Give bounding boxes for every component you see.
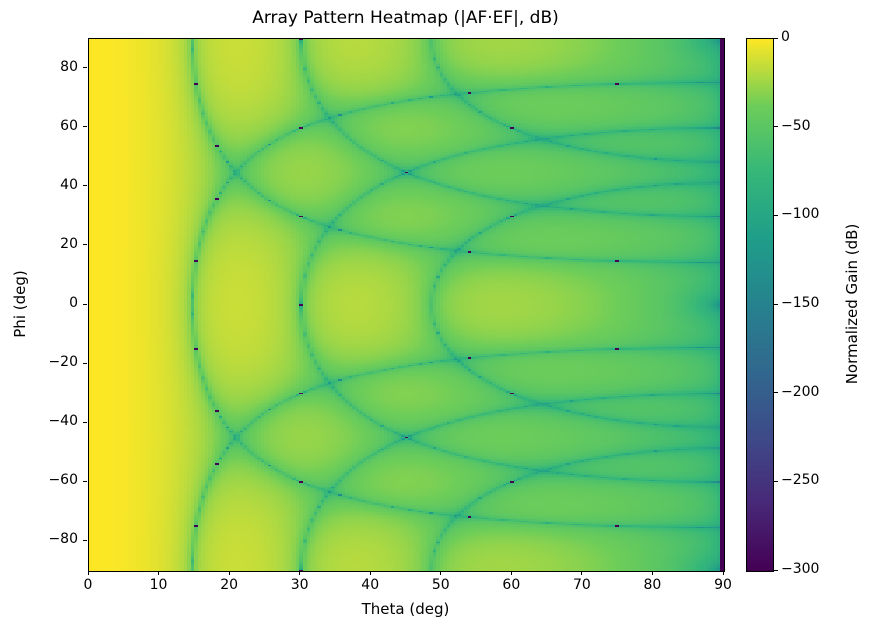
x-tick-label: 40 — [361, 577, 380, 593]
y-tick-mark — [83, 539, 87, 541]
y-tick-mark — [83, 67, 87, 69]
y-tick-label: −80 — [48, 531, 78, 548]
colorbar-tick-mark — [774, 126, 778, 128]
colorbar-tick-label: −150 — [781, 295, 820, 311]
y-tick-label: −40 — [48, 413, 78, 430]
x-tick-mark — [228, 571, 230, 575]
colorbar-tick-mark — [774, 480, 778, 482]
colorbar-tick-label: 0 — [781, 29, 790, 45]
x-tick-label: 80 — [643, 577, 662, 593]
y-tick-label: 60 — [60, 117, 78, 134]
colorbar-tick-label: −50 — [781, 117, 811, 134]
x-tick-label: 0 — [83, 577, 93, 593]
y-tick-label: 0 — [69, 295, 78, 311]
y-tick-mark — [83, 126, 87, 128]
x-tick-label: 30 — [290, 577, 309, 593]
x-tick-mark — [581, 571, 583, 575]
y-tick-label: −60 — [48, 472, 78, 489]
colorbar-tick-label: −250 — [781, 472, 820, 489]
colorbar-canvas — [747, 39, 773, 571]
x-axis-label: Theta (deg) — [361, 600, 450, 618]
x-tick-mark — [440, 571, 442, 575]
y-tick-mark — [83, 362, 87, 364]
x-tick-label: 70 — [572, 577, 591, 593]
x-tick-mark — [299, 571, 301, 575]
colorbar-tick-mark — [774, 214, 778, 216]
colorbar-tick-mark — [774, 303, 778, 305]
y-axis-label: Phi (deg) — [11, 270, 29, 338]
colorbar — [746, 38, 774, 572]
x-tick-mark — [651, 571, 653, 575]
x-tick-label: 10 — [149, 577, 168, 593]
x-tick-label: 20 — [220, 577, 239, 593]
x-tick-label: 90 — [714, 577, 732, 593]
y-tick-label: −20 — [48, 354, 78, 371]
x-tick-label: 50 — [431, 577, 450, 593]
y-tick-label: 80 — [60, 58, 78, 75]
colorbar-tick-label: −300 — [781, 561, 820, 577]
colorbar-tick-label: −200 — [781, 383, 820, 400]
x-tick-mark — [158, 571, 160, 575]
colorbar-tick-label: −100 — [781, 206, 820, 223]
heatmap-canvas — [89, 39, 724, 571]
colorbar-tick-mark — [774, 37, 778, 39]
y-tick-mark — [83, 480, 87, 482]
y-tick-mark — [83, 185, 87, 187]
y-tick-label: 40 — [60, 176, 78, 193]
x-tick-mark — [510, 571, 512, 575]
colorbar-tick-mark — [774, 392, 778, 394]
chart-title: Array Pattern Heatmap (|AF·EF|, dB) — [252, 8, 559, 28]
heatmap-plot-area — [88, 38, 725, 572]
x-tick-mark — [369, 571, 371, 575]
y-tick-mark — [83, 244, 87, 246]
y-tick-label: 20 — [60, 235, 78, 252]
x-tick-mark — [722, 571, 724, 575]
colorbar-label: Normalized Gain (dB) — [843, 223, 861, 385]
x-tick-label: 60 — [502, 577, 521, 593]
x-tick-mark — [87, 571, 89, 575]
y-tick-mark — [83, 303, 87, 305]
y-tick-mark — [83, 421, 87, 423]
colorbar-tick-mark — [774, 569, 778, 571]
